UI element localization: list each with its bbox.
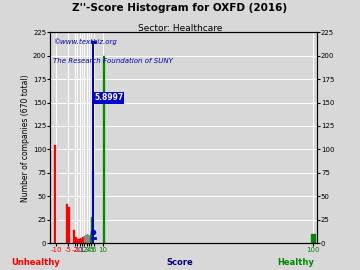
Bar [66, 204, 68, 243]
Bar [78, 239, 80, 243]
Bar [84, 235, 85, 243]
Bar [80, 238, 81, 243]
Text: Z''-Score Histogram for OXFD (2016): Z''-Score Histogram for OXFD (2016) [72, 3, 288, 13]
Bar [75, 237, 77, 243]
Bar [90, 234, 91, 243]
Bar [103, 56, 105, 243]
Bar [54, 145, 56, 243]
Bar [85, 235, 87, 243]
Bar [68, 207, 70, 243]
Text: 5.8997: 5.8997 [94, 93, 123, 102]
Bar [89, 235, 90, 243]
Bar [93, 170, 94, 243]
Bar [91, 217, 93, 243]
Text: Healthy: Healthy [277, 258, 314, 267]
Bar [311, 234, 316, 243]
Bar [73, 230, 75, 243]
Text: ©www.textbiz.org: ©www.textbiz.org [53, 39, 117, 45]
Bar [87, 234, 88, 243]
Bar [77, 239, 78, 243]
Bar [82, 237, 83, 243]
Y-axis label: Number of companies (670 total): Number of companies (670 total) [21, 74, 30, 201]
Text: Unhealthy: Unhealthy [12, 258, 60, 267]
Text: The Research Foundation of SUNY: The Research Foundation of SUNY [53, 58, 173, 64]
Bar [81, 239, 82, 243]
Bar [83, 237, 84, 243]
Text: Score: Score [167, 258, 193, 267]
Text: Sector: Healthcare: Sector: Healthcare [138, 24, 222, 33]
Bar [88, 235, 89, 243]
